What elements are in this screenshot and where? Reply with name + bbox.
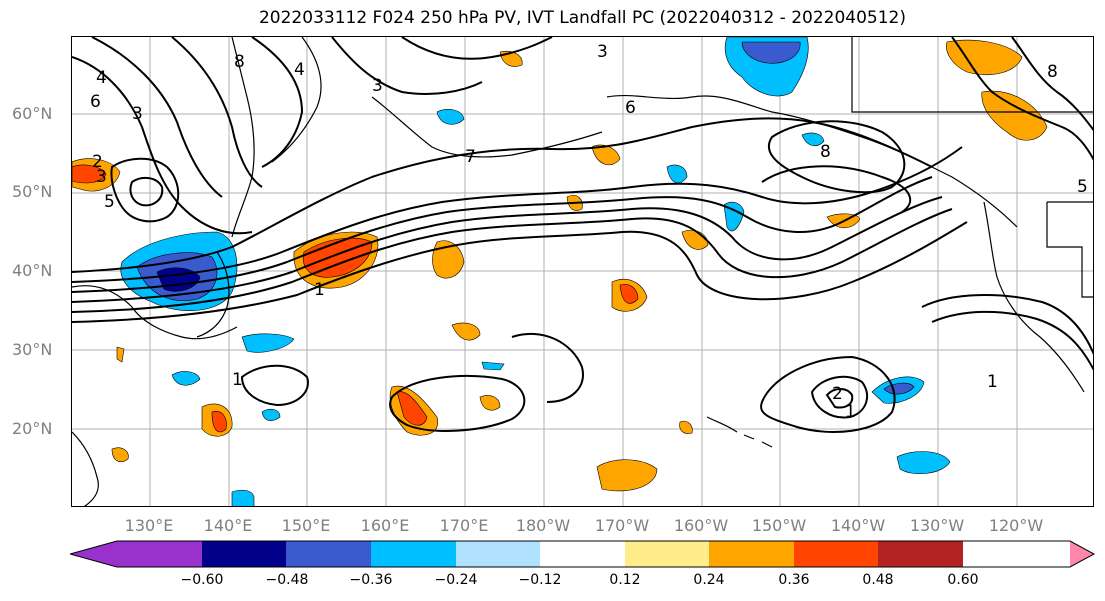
negative-anomalies — [120, 37, 951, 506]
contour-label: 4 — [294, 60, 305, 80]
lon-label-180w: 180°W — [515, 516, 571, 535]
lon-label-140w: 140°W — [830, 516, 886, 535]
colorbar-segment — [878, 541, 963, 567]
lon-label-160w: 160°W — [673, 516, 729, 535]
colorbar-segment — [625, 541, 709, 567]
lat-label-60n: 60°N — [12, 104, 53, 123]
colorbar-tick: −0.12 — [518, 572, 562, 588]
colorbar-segment — [1070, 541, 1094, 567]
colorbar-tick: −0.24 — [434, 572, 478, 588]
colorbar — [70, 540, 1095, 568]
contour-label: 5 — [1077, 177, 1088, 197]
contour-label: 1 — [314, 280, 325, 300]
colorbar-tick: 0.48 — [862, 572, 894, 588]
lon-label-150e: 150°E — [281, 516, 331, 535]
colorbar-tick: 0.60 — [947, 572, 979, 588]
contour-labels: 4 8 3 6 3 4 3 7 5 6 2 3 8 5 8 1 1 2 1 1 — [90, 42, 1088, 422]
colorbar-tick: 0.36 — [778, 572, 810, 588]
colorbar-segment — [70, 541, 202, 567]
contour-label: 3 — [597, 42, 608, 62]
contour-label: 7 — [465, 147, 476, 167]
colorbar-segment — [371, 541, 456, 567]
contour-label: 3 — [96, 167, 107, 187]
contour-label: 8 — [234, 52, 245, 72]
map-title: 2022033112 F024 250 hPa PV, IVT Landfall… — [258, 8, 906, 28]
contour-label: 2 — [92, 152, 103, 172]
lat-label-20n: 20°N — [12, 419, 53, 438]
lon-label-120w: 120°W — [988, 516, 1044, 535]
lat-label-40n: 40°N — [12, 261, 53, 280]
colorbar-tick: −0.36 — [349, 572, 393, 588]
lat-label-50n: 50°N — [12, 182, 53, 201]
lon-label-140e: 140°E — [203, 516, 253, 535]
contour-label: 8 — [1047, 62, 1058, 82]
contour-label: 1 — [845, 402, 856, 422]
colorbar-segment — [286, 541, 371, 567]
colorbar-segment — [540, 541, 625, 567]
colorbar-segment — [794, 541, 878, 567]
colorbar-outline — [70, 540, 1095, 568]
lon-label-150w: 150°W — [751, 516, 807, 535]
contour-label: 1 — [232, 370, 243, 390]
contour-label: 6 — [625, 98, 636, 118]
lon-label-130e: 130°E — [124, 516, 174, 535]
map-canvas: 4 8 3 6 3 4 3 7 5 6 2 3 8 5 8 1 1 2 1 1 — [72, 37, 1093, 506]
contour-label: 8 — [820, 142, 831, 162]
lat-label-30n: 30°N — [12, 340, 53, 359]
colorbar-tick: 0.24 — [693, 572, 725, 588]
contour-label: 5 — [104, 192, 115, 212]
colorbar-segment — [202, 541, 286, 567]
lon-label-130w: 130°W — [909, 516, 965, 535]
colorbar-tick: −0.48 — [265, 572, 309, 588]
colorbar-segments — [70, 541, 1094, 567]
colorbar-segment — [456, 541, 540, 567]
ivt-contours — [72, 37, 1093, 433]
lon-label-160e: 160°E — [360, 516, 410, 535]
colorbar-tick: 0.12 — [609, 572, 641, 588]
lon-label-170w: 170°W — [594, 516, 650, 535]
contour-label: 6 — [90, 92, 101, 112]
contour-label: 3 — [132, 104, 143, 124]
contour-label: 1 — [987, 372, 998, 392]
lon-label-170e: 170°E — [439, 516, 489, 535]
colorbar-tick: −0.60 — [180, 572, 224, 588]
map-panel[interactable]: 4 8 3 6 3 4 3 7 5 6 2 3 8 5 8 1 1 2 1 1 — [71, 36, 1094, 507]
contour-label: 4 — [96, 68, 107, 88]
contour-label: 2 — [832, 384, 843, 404]
contour-label: 3 — [372, 76, 383, 96]
positive-anomalies — [72, 39, 1048, 492]
colorbar-segment — [709, 541, 794, 567]
